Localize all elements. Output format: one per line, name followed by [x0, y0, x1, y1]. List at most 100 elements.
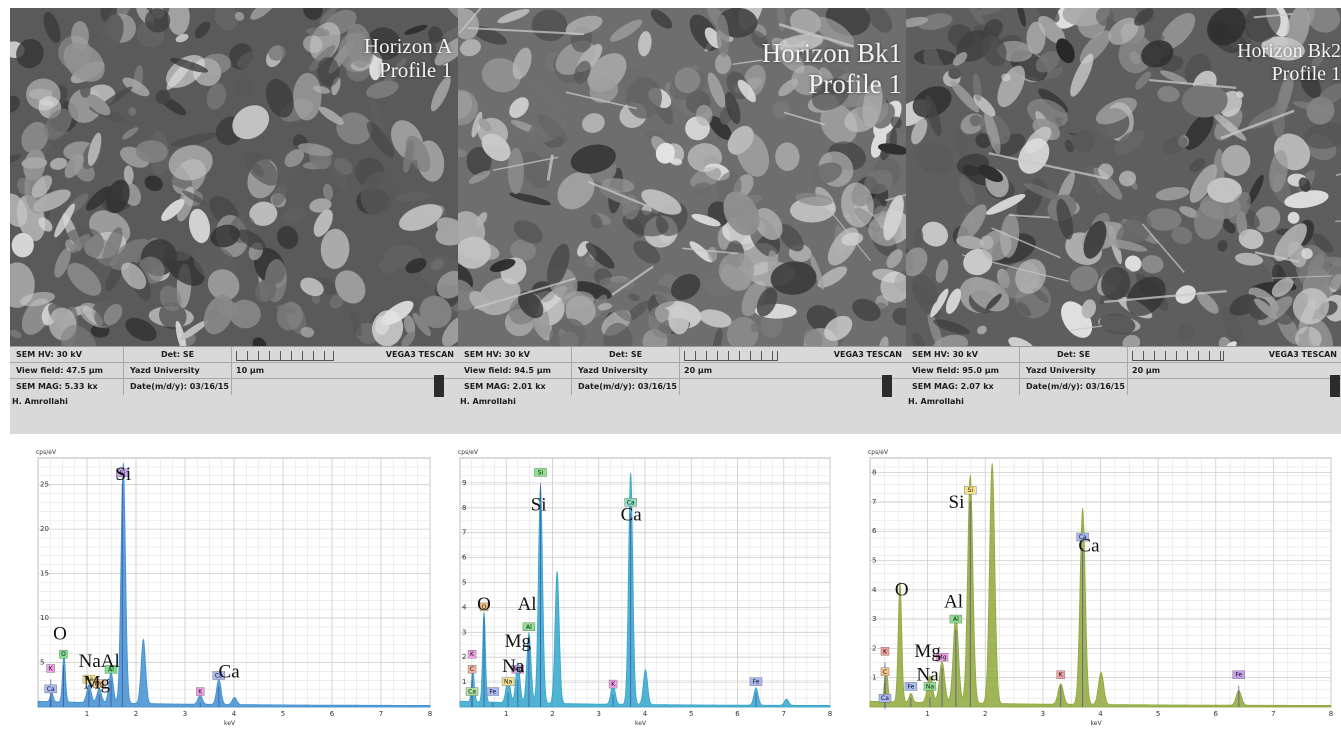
- element-badge-box: [624, 498, 637, 507]
- y-tick-label: 7: [462, 529, 466, 537]
- sem-institution: Yazd University: [124, 363, 232, 379]
- element-badge: Mg: [511, 664, 525, 674]
- element-badge: Mg: [935, 652, 949, 662]
- element-label: Mg: [84, 672, 111, 693]
- element-badge: Na: [501, 677, 515, 686]
- element-badge: Ca: [212, 671, 226, 680]
- y-tick-label: 8: [872, 469, 876, 477]
- spectrum-area: [459, 472, 831, 708]
- sem-view-field: View field: 95.0 µm: [906, 363, 1020, 379]
- y-tick-label: 5: [462, 579, 466, 587]
- sem-hv: SEM HV: 30 kV: [458, 347, 572, 363]
- element-badge: O: [59, 649, 68, 659]
- element-badge-box: [923, 682, 937, 691]
- y-tick-label: 1: [462, 678, 466, 686]
- horizon-label: Horizon Bk2 Profile 1: [1237, 40, 1341, 86]
- element-badge-text: Si: [538, 469, 544, 476]
- x-axis-unit: keV: [224, 720, 236, 727]
- sem-date: Date(m/d/y): 03/16/15: [1020, 379, 1128, 395]
- y-tick-label: 10: [40, 614, 49, 622]
- x-tick-label: 5: [689, 710, 693, 718]
- horizon-name: Horizon Bk2: [1237, 40, 1341, 62]
- element-badge-text: K: [49, 665, 54, 672]
- element-badge-box: [511, 664, 525, 674]
- element-badge-text: Mg: [938, 654, 947, 661]
- element-badge: K: [608, 679, 618, 689]
- sem-view-field: View field: 94.5 µm: [458, 363, 572, 379]
- eds-spectrum-horizon-bk1: 1 2 3 4 5 6 7 8 1 2 3 4 5 6 7 8 9 cps/eV keV Si Ca O Al K C Ca Fe N…: [450, 444, 840, 731]
- element-label: Al: [944, 591, 963, 612]
- scale-bar: [236, 351, 334, 361]
- eds-spectrum-horizon-a: 1 2 3 4 5 6 7 8 5 10 15 20 25 cps/eV keV Si O K Ca Na Al Mg K C…: [28, 444, 440, 731]
- y-tick-label: 7: [872, 498, 876, 506]
- element-badge: K: [467, 649, 477, 659]
- element-label: Al: [518, 594, 537, 615]
- element-badge: Ca: [465, 687, 479, 696]
- element-badge-text: Na: [926, 683, 934, 690]
- sem-author: H. Amrollahi: [12, 397, 68, 406]
- element-badge-box: [465, 687, 479, 696]
- sem-magnification: SEM MAG: 2.07 kx: [906, 379, 1020, 395]
- sem-image-horizon-bk1: Horizon Bk1 Profile 1 SEM HV: 30 kV Det:…: [458, 8, 906, 434]
- element-badge-text: K: [470, 651, 475, 658]
- y-tick-label: 6: [872, 527, 877, 535]
- element-label: Si: [115, 464, 131, 485]
- element-label: Mg: [914, 641, 941, 662]
- x-tick-label: 4: [232, 710, 237, 718]
- element-badge-box: [82, 674, 96, 684]
- sem-detector: Det: SE: [1020, 347, 1128, 363]
- element-badge: C: [467, 664, 477, 674]
- sem-vendor: VEGA3 TESCAN: [385, 350, 454, 359]
- element-badge-text: Fe: [1235, 672, 1242, 679]
- y-tick-label: 5: [872, 557, 876, 565]
- sem-micrograph-texture: [10, 8, 458, 346]
- y-tick-label: 20: [40, 525, 49, 533]
- element-badge-text: Fe: [753, 679, 760, 686]
- element-badge-box: [501, 677, 515, 686]
- element-label: Na: [917, 665, 940, 686]
- profile-name: Profile 1: [379, 58, 452, 83]
- element-badge-box: [212, 671, 226, 680]
- sem-magnification: SEM MAG: 5.33 kx: [10, 379, 124, 395]
- element-label: Ca: [219, 662, 241, 683]
- x-tick-label: 4: [1098, 710, 1103, 718]
- eds-spectrum-horizon-bk2: 1 2 3 4 5 6 7 8 1 2 3 4 5 6 7 8 cps/eV keV Si Ca Al K C Ca Fe Na M…: [860, 444, 1341, 731]
- element-badge: K: [880, 647, 890, 656]
- sem-marker: [882, 375, 892, 397]
- x-axis-unit: keV: [635, 720, 647, 727]
- element-badge-box: [93, 679, 106, 688]
- sem-date: Date(m/d/y): 03/16/15: [124, 379, 232, 395]
- x-tick-label: 7: [379, 710, 383, 718]
- y-axis-unit: cps/eV: [36, 449, 57, 456]
- element-badge: Fe: [486, 687, 500, 696]
- sem-micrograph-texture: [906, 8, 1341, 346]
- horizon-name: Horizon Bk1: [761, 38, 902, 68]
- element-badge: Ca: [878, 693, 892, 703]
- element-badge-box: [1076, 532, 1089, 542]
- x-tick-label: 3: [1041, 710, 1045, 718]
- scale-bar: [684, 351, 778, 361]
- element-label: Ca: [1078, 536, 1100, 557]
- sem-magnification: SEM MAG: 2.01 kx: [458, 379, 572, 395]
- x-tick-label: 8: [828, 710, 832, 718]
- element-badge-text: Si: [120, 470, 126, 477]
- element-label: Mg: [505, 631, 532, 652]
- sem-vendor: VEGA3 TESCAN: [833, 350, 902, 359]
- element-badge-box: [608, 679, 618, 689]
- x-tick-label: 3: [183, 710, 187, 718]
- element-badge-box: [935, 652, 949, 662]
- element-badge-box: [104, 665, 118, 674]
- element-badge: Si: [964, 485, 977, 495]
- sem-vendor: VEGA3 TESCAN: [1268, 350, 1337, 359]
- x-axis-unit: keV: [1091, 720, 1103, 727]
- spectrum-area: [37, 463, 431, 708]
- element-badge-text: Mg: [513, 666, 522, 673]
- horizon-label: Horizon A Profile 1: [364, 34, 452, 82]
- element-badge: Ca: [624, 498, 637, 507]
- y-axis-unit: cps/eV: [868, 449, 889, 456]
- element-badge: K: [1056, 670, 1065, 679]
- y-tick-label: 9: [462, 479, 466, 487]
- element-badge-box: [522, 622, 536, 632]
- sem-info-bar: SEM HV: 30 kV Det: SE VEGA3 TESCAN View …: [458, 346, 906, 434]
- y-tick-label: 2: [462, 653, 466, 661]
